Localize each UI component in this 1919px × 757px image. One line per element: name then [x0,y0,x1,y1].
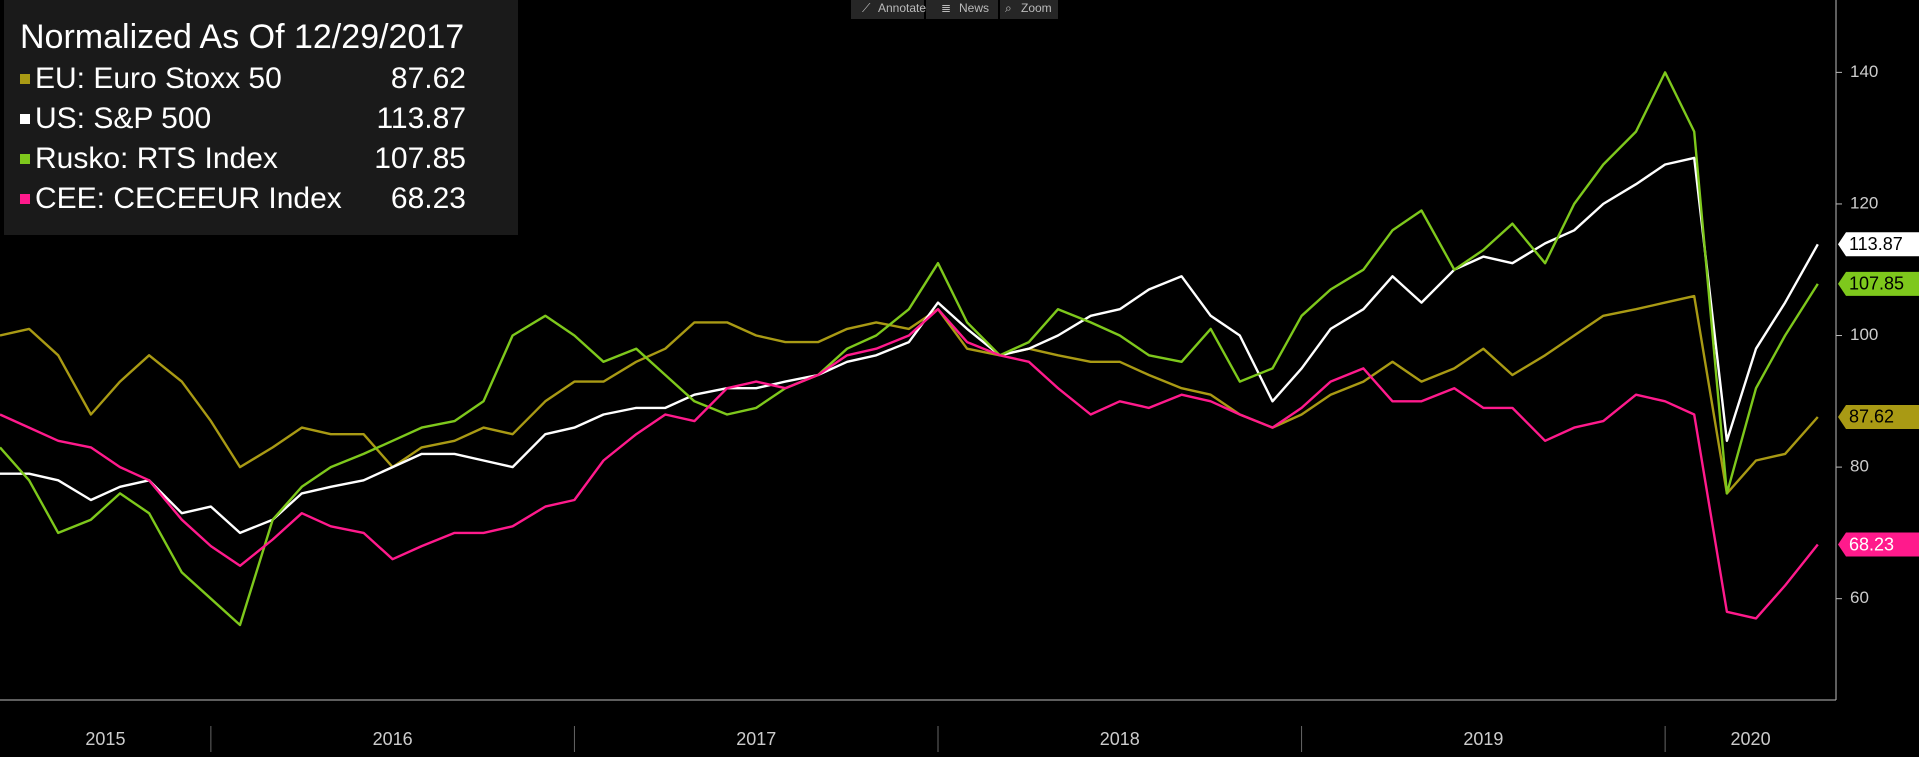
legend-swatch [20,154,30,164]
toolbar-button[interactable] [1000,0,1058,19]
value-tag [1838,232,1919,257]
x-tick-label: 2017 [736,729,776,749]
legend: Normalized As Of 12/29/2017 EU: Euro Sto… [4,0,518,235]
y-tick-label: 60 [1850,588,1869,607]
toolbar-icon: ⟋ [862,1,871,15]
legend-value: 107.85 [374,142,466,175]
value-tag-label: 68.23 [1849,534,1894,554]
legend-label: EU: Euro Stoxx 50 [35,62,282,95]
legend-value: 87.62 [391,62,466,95]
legend-swatch [20,194,30,204]
legend-box [4,0,518,235]
legend-value: 68.23 [391,182,466,215]
legend-label: Rusko: RTS Index [35,142,278,175]
y-tick-label: 80 [1850,457,1869,476]
toolbar: Annotate ⟋ News ≣ Zoom ⌕ [851,0,1058,19]
legend-swatch [20,114,30,124]
toolbar-icon: ⌕ [1005,1,1012,15]
chart-title: Normalized As Of 12/29/2017 [20,18,464,56]
y-tick-label: 100 [1850,325,1878,344]
series-line [0,156,1819,535]
value-tag [1838,271,1919,296]
x-tick-label: 2020 [1731,729,1771,749]
series-line [0,71,1819,627]
y-tick-label: 120 [1850,193,1878,212]
legend-swatch [20,74,30,84]
series-line [0,294,1819,495]
toolbar-label[interactable]: News [959,1,989,15]
legend-value: 113.87 [376,102,466,135]
toolbar-icon: ≣ [941,1,951,15]
legend-label: CEE: CECEEUR Index [35,182,342,215]
x-tick-label: 2019 [1463,729,1503,749]
value-tag [1838,404,1919,429]
toolbar-button[interactable] [926,0,998,19]
value-tag-label: 87.62 [1849,407,1894,427]
y-tick-label: 140 [1850,62,1878,81]
x-tick-label: 2018 [1100,729,1140,749]
toolbar-label[interactable]: Annotate [878,1,926,15]
legend-label: US: S&P 500 [35,102,211,135]
x-tick-label: 2016 [373,729,413,749]
x-tick-label: 2015 [85,729,125,749]
value-tag [1838,532,1919,557]
value-tag-label: 113.87 [1849,234,1903,254]
value-tag-label: 107.85 [1849,274,1904,294]
toolbar-button[interactable] [851,0,924,19]
series-line [0,308,1819,620]
toolbar-label[interactable]: Zoom [1021,1,1052,15]
